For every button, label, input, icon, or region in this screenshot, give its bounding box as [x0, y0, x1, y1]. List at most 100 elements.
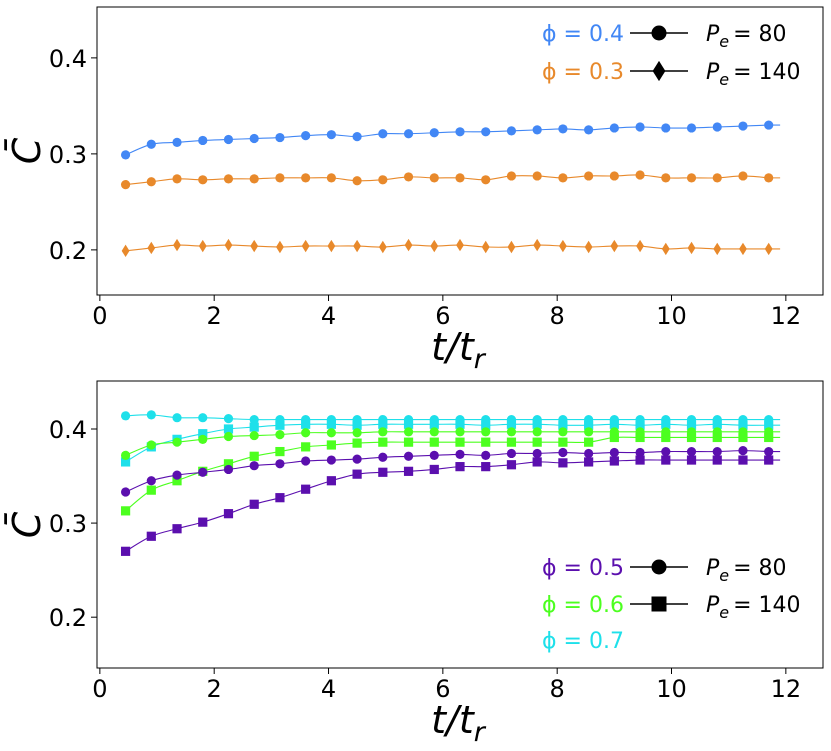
data-point [326, 476, 336, 486]
legend-pe-value: = 140 [733, 60, 800, 85]
data-point [686, 446, 697, 457]
data-point [533, 238, 542, 252]
data-point [686, 432, 697, 443]
x-tick-label: 10 [656, 302, 687, 330]
x-tick-label: 8 [550, 675, 565, 703]
data-point [352, 469, 362, 479]
data-point [584, 171, 594, 181]
data-point [661, 455, 671, 465]
data-point [378, 467, 388, 477]
data-point [584, 437, 594, 447]
data-point [353, 239, 362, 253]
legend-marker-circle [651, 559, 667, 575]
data-point [584, 125, 594, 135]
legend-pe-subscript: e [719, 603, 729, 622]
legend-pe-symbol: P [706, 22, 720, 47]
y-tick-label: 0.2 [49, 604, 87, 632]
data-point [146, 531, 156, 541]
data-point [455, 173, 465, 183]
x-tick-label: 0 [92, 675, 107, 703]
legend-marker-circle [651, 25, 667, 41]
data-point [584, 457, 594, 467]
data-point [352, 176, 362, 186]
data-point [456, 238, 464, 252]
data-point [507, 240, 516, 254]
data-point [764, 455, 774, 465]
data-point [609, 432, 619, 443]
data-point [378, 437, 388, 447]
data-point [455, 437, 465, 447]
data-point [378, 175, 388, 185]
data-point [249, 422, 259, 432]
legend-pe-value: = 80 [733, 22, 786, 47]
data-point [764, 432, 774, 443]
data-point [481, 462, 491, 472]
data-point [584, 427, 594, 437]
data-point [403, 427, 414, 437]
x-axis-label: t/tr [431, 698, 487, 747]
data-point [301, 484, 311, 494]
data-point [223, 174, 234, 184]
data-point [172, 137, 182, 147]
data-point [712, 122, 722, 132]
data-point [455, 127, 465, 137]
data-point [532, 419, 542, 429]
legend-pe-entry: Pe = 80 [706, 556, 787, 585]
x-tick-label: 12 [771, 302, 802, 330]
data-point [712, 419, 722, 429]
data-point [481, 175, 491, 185]
data-point [403, 172, 414, 182]
data-point [121, 244, 130, 258]
data-point [378, 240, 387, 254]
data-point [635, 455, 645, 465]
data-point [506, 126, 517, 136]
y-tick-label: 0.2 [49, 237, 87, 265]
y-axis-label: C̄ [5, 137, 49, 164]
data-point [506, 427, 517, 437]
data-point [249, 451, 259, 461]
data-point [558, 437, 568, 447]
x-tick-label: 8 [550, 302, 565, 330]
data-point [172, 413, 182, 423]
series-line [125, 244, 781, 252]
data-point [120, 546, 131, 556]
y-tick-label: 0.4 [49, 416, 87, 444]
data-point [404, 238, 413, 252]
data-point [378, 419, 388, 429]
data-point [223, 414, 234, 424]
data-point [223, 134, 234, 145]
data-point [712, 446, 722, 457]
data-point [301, 456, 311, 466]
data-point [481, 240, 490, 254]
data-point [738, 432, 748, 443]
legend-marker-diamond [652, 60, 666, 82]
data-point [326, 428, 336, 438]
x-tick-label: 2 [207, 675, 222, 703]
data-point [120, 506, 131, 516]
data-point [249, 461, 259, 471]
legend-pe-symbol: P [706, 60, 720, 85]
data-point [275, 446, 285, 457]
data-point [661, 242, 670, 256]
plot-panel-2: 0 2 4 6 8 10 12 0.2 0.3 0.4 t/tr C̄ ϕ = 0.5 ϕ = 0.6 ϕ … [5, 380, 824, 748]
data-point [403, 129, 414, 139]
data-point [429, 128, 439, 138]
data-point [146, 139, 156, 149]
x-tick-label: 2 [207, 302, 222, 330]
data-point [506, 460, 517, 470]
data-point [249, 499, 259, 509]
data-point [686, 455, 697, 465]
data-point [249, 174, 259, 184]
data-point [223, 509, 234, 519]
series-line [125, 423, 781, 463]
data-point [275, 420, 285, 430]
data-point [686, 173, 697, 183]
data-point [172, 524, 182, 534]
data-point [635, 122, 645, 132]
plot-panel-1: 0 2 4 6 8 10 12 0.2 0.3 0.4 t/tr C̄ ϕ = 0.4 ϕ = 0.3 Pe… [5, 6, 824, 375]
data-point [430, 239, 439, 253]
data-point [661, 173, 671, 183]
